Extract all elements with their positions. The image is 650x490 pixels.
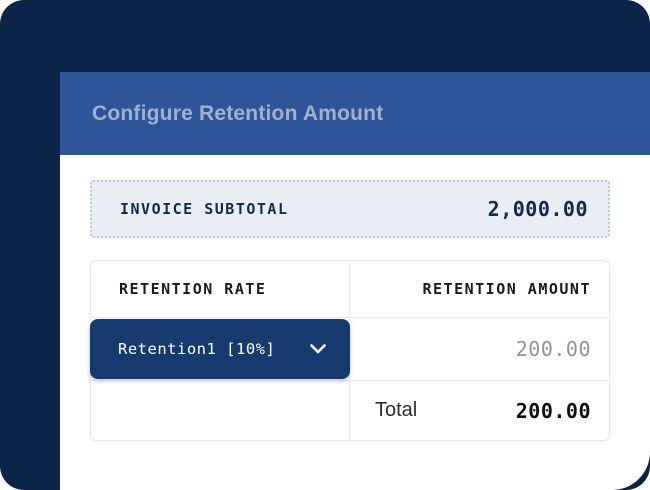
dialog-header: Configure Retention Amount [60,72,650,155]
table-header-row: RETENTION RATE RETENTION AMOUNT [91,261,609,317]
retention-rate-dropdown-label: Retention1 [10%] [118,340,276,358]
invoice-subtotal-value: 2,000.00 [487,197,588,221]
dialog-title: Configure Retention Amount [92,101,384,125]
total-label: Total [375,399,418,421]
total-value: 200.00 [515,398,591,423]
dialog-body: INVOICE SUBTOTAL 2,000.00 RETENTION RATE… [60,155,650,490]
retention-amount-value: 200.00 [349,318,609,380]
table-row: Retention1 [10%] 200.00 [90,317,609,380]
total-row-empty-cell [91,381,349,440]
total-cell: Total 200.00 [349,381,609,440]
column-header-retention-amount: RETENTION AMOUNT [349,261,609,317]
chevron-down-icon [310,344,326,354]
invoice-subtotal-label: INVOICE SUBTOTAL [120,200,289,218]
retention-rate-cell: Retention1 [10%] [90,318,350,380]
retention-rate-dropdown[interactable]: Retention1 [10%] [90,319,350,379]
retention-table: RETENTION RATE RETENTION AMOUNT Retentio… [90,260,610,441]
total-row: Total 200.00 [91,380,609,440]
column-header-retention-rate: RETENTION RATE [119,280,267,298]
invoice-subtotal-box: INVOICE SUBTOTAL 2,000.00 [90,180,610,238]
